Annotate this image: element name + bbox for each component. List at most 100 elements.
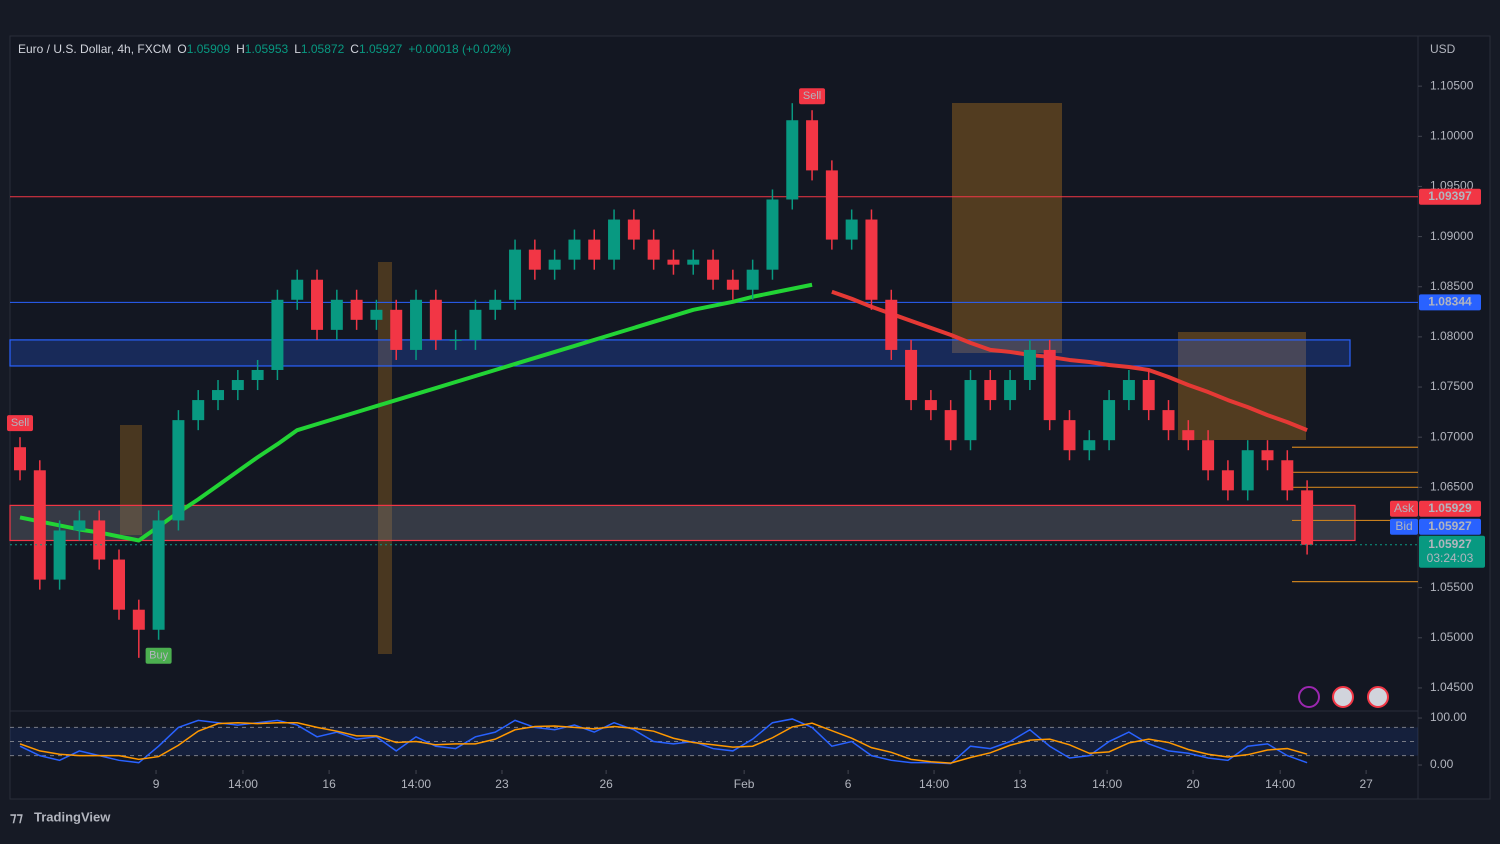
candle-body <box>608 219 621 260</box>
price-tag-label: 1.08344 <box>1428 295 1472 309</box>
x-tick-label: 26 <box>599 777 613 791</box>
l-value: 1.05872 <box>301 42 345 56</box>
signal-label: Sell <box>11 417 29 429</box>
countdown: 03:24:03 <box>1427 551 1474 565</box>
y-tick-label: 1.05500 <box>1430 580 1474 594</box>
flag-icon[interactable] <box>1332 686 1354 708</box>
price-tag <box>1419 188 1481 205</box>
candle-body <box>152 520 165 630</box>
c-label: C <box>350 42 359 56</box>
y-tick-label: 1.05000 <box>1430 630 1474 644</box>
candle-body <box>984 380 997 401</box>
candle-body <box>370 309 383 320</box>
x-tick-label: 14:00 <box>401 777 431 791</box>
highlight-column <box>952 103 1062 353</box>
candle-body <box>192 400 205 421</box>
ask-tag-label: 1.05929 <box>1428 501 1472 515</box>
currency: USD <box>1430 42 1456 56</box>
candle-body <box>93 520 106 560</box>
ask-name-box <box>1390 500 1418 517</box>
candle-body <box>251 369 264 381</box>
ask-tag <box>1419 500 1481 517</box>
highlight-column <box>120 425 142 535</box>
candle-body <box>667 259 680 265</box>
candle-body <box>1023 349 1036 381</box>
candle-body <box>350 299 363 320</box>
candle-body <box>33 470 46 580</box>
o-label: O <box>177 42 186 56</box>
candle-body <box>311 279 324 330</box>
candle-body <box>1221 470 1234 491</box>
bid-name-box <box>1390 518 1418 535</box>
candle-body <box>212 390 225 401</box>
x-tick-label: 14:00 <box>919 777 949 791</box>
candle-body <box>1043 349 1056 421</box>
signal-box <box>6 415 33 432</box>
candle-body <box>1182 430 1195 441</box>
candle-body <box>865 219 878 300</box>
candle-body <box>746 269 759 290</box>
highlight-column <box>378 262 392 654</box>
candle-body <box>1142 380 1155 411</box>
candle-body <box>469 309 482 340</box>
brand-logo: ⁊⁊ <box>10 809 23 824</box>
candle-body <box>825 170 838 240</box>
candle-body <box>1301 490 1314 545</box>
flag-icon[interactable] <box>1367 686 1389 708</box>
moving-average <box>831 289 1308 433</box>
candle-body <box>707 259 720 280</box>
x-tick-label: 14:00 <box>1265 777 1295 791</box>
candle-body <box>53 530 66 580</box>
candle-body <box>548 259 561 270</box>
x-tick-label: 14:00 <box>1092 777 1122 791</box>
zone <box>9 339 1351 367</box>
candle-body <box>944 410 957 441</box>
candle-body <box>271 299 284 370</box>
y-tick-label: 1.08000 <box>1430 329 1474 343</box>
candle-body <box>449 339 462 341</box>
candle-body <box>291 279 304 300</box>
zone <box>9 504 1356 542</box>
candle-body <box>588 239 601 260</box>
o-value: 1.05909 <box>187 42 231 56</box>
y-tick-label: 1.07000 <box>1430 429 1474 443</box>
price-tag-label: 1.09397 <box>1428 189 1472 203</box>
candle-body <box>1122 380 1135 401</box>
symbol: Euro / U.S. Dollar, 4h, FXCM <box>18 42 171 56</box>
candle-body <box>766 199 779 270</box>
y-tick-label: 1.06500 <box>1430 480 1474 494</box>
candle-body <box>231 380 244 391</box>
y-tick-label: 1.08500 <box>1430 279 1474 293</box>
candle-body <box>1004 380 1017 401</box>
chart-frame <box>9 35 1491 800</box>
x-tick-label: 16 <box>322 777 336 791</box>
y-tick-label: 0.00 <box>1430 757 1454 771</box>
x-tick-label: 14:00 <box>228 777 258 791</box>
candle-body <box>924 400 937 411</box>
y-tick-label: 100.00 <box>1430 710 1467 724</box>
bid-tag-label: 1.05927 <box>1428 519 1472 533</box>
candle-body <box>786 120 799 200</box>
candle-body <box>113 559 126 610</box>
bid-name: Bid <box>1395 519 1412 533</box>
last-tag-label: 1.05927 <box>1428 537 1472 551</box>
event-icon[interactable] <box>1298 686 1320 708</box>
candle-body <box>1162 410 1175 431</box>
candle-body <box>845 219 858 240</box>
x-tick-label: 9 <box>153 777 160 791</box>
candle-body <box>390 309 403 350</box>
candle-body <box>1103 400 1116 441</box>
h-value: 1.05953 <box>245 42 289 56</box>
candle-body <box>1261 450 1274 461</box>
x-tick-label: 6 <box>845 777 852 791</box>
candle-body <box>528 249 541 270</box>
oscillator-line <box>19 721 1308 764</box>
candle-body <box>1281 460 1294 491</box>
candle-body <box>172 420 185 521</box>
candle-body <box>905 349 918 401</box>
candle-body <box>1063 420 1076 451</box>
candle-body <box>1202 440 1215 471</box>
candle-body <box>73 520 86 531</box>
change: +0.00018 (+0.02%) <box>408 42 511 56</box>
